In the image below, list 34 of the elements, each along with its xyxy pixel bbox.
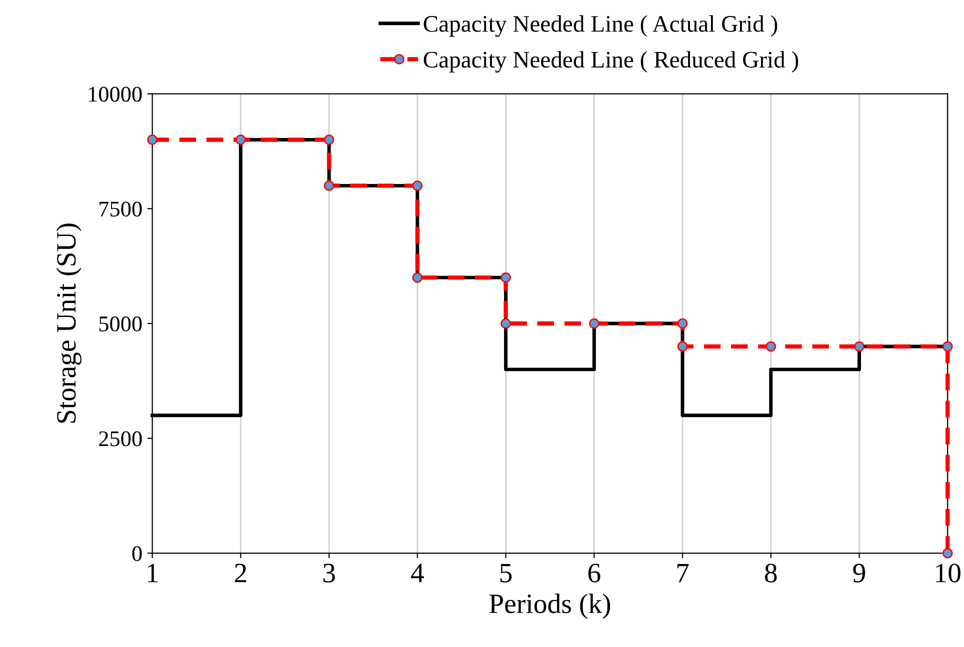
- point: [412, 272, 423, 283]
- point: [677, 341, 688, 352]
- point: [324, 134, 334, 145]
- y-axis-title: Storage Unit (SU): [56, 224, 82, 423]
- x-tick-label: 8: [764, 564, 777, 582]
- x-tick-label: 6: [588, 564, 600, 582]
- point: [147, 134, 158, 145]
- x-tick-label: 1: [148, 564, 158, 582]
- x-tick-label: 3: [323, 564, 335, 582]
- point: [942, 548, 953, 558]
- point: [412, 180, 423, 191]
- point: [324, 180, 334, 191]
- legend-label: Capacity Needed Line ( Reduced Grid ): [424, 51, 798, 73]
- y-tick-label: 5000: [99, 316, 142, 332]
- point: [500, 272, 511, 283]
- point: [854, 341, 864, 352]
- x-tick-label: 5: [500, 564, 512, 582]
- x-tick-label: 10: [936, 564, 960, 582]
- y-tick-label: 10000: [88, 86, 142, 102]
- point: [677, 318, 688, 329]
- x-tick-label: 2: [234, 564, 246, 582]
- x-tick-label: 9: [853, 564, 866, 582]
- point: [235, 134, 246, 145]
- y-tick-label: 2500: [99, 431, 142, 446]
- x-tick-label: 4: [411, 564, 424, 582]
- x-axis-title: Periods (k): [489, 594, 610, 619]
- point: [588, 318, 600, 329]
- legend-label: Capacity Needed Line ( Actual Grid ): [424, 15, 778, 37]
- y-tick-label: 7500: [100, 202, 142, 217]
- point: [942, 341, 953, 352]
- y-tick-label: 0: [132, 546, 142, 562]
- point: [500, 318, 511, 329]
- point: [766, 341, 776, 352]
- x-tick-label: 7: [677, 564, 689, 582]
